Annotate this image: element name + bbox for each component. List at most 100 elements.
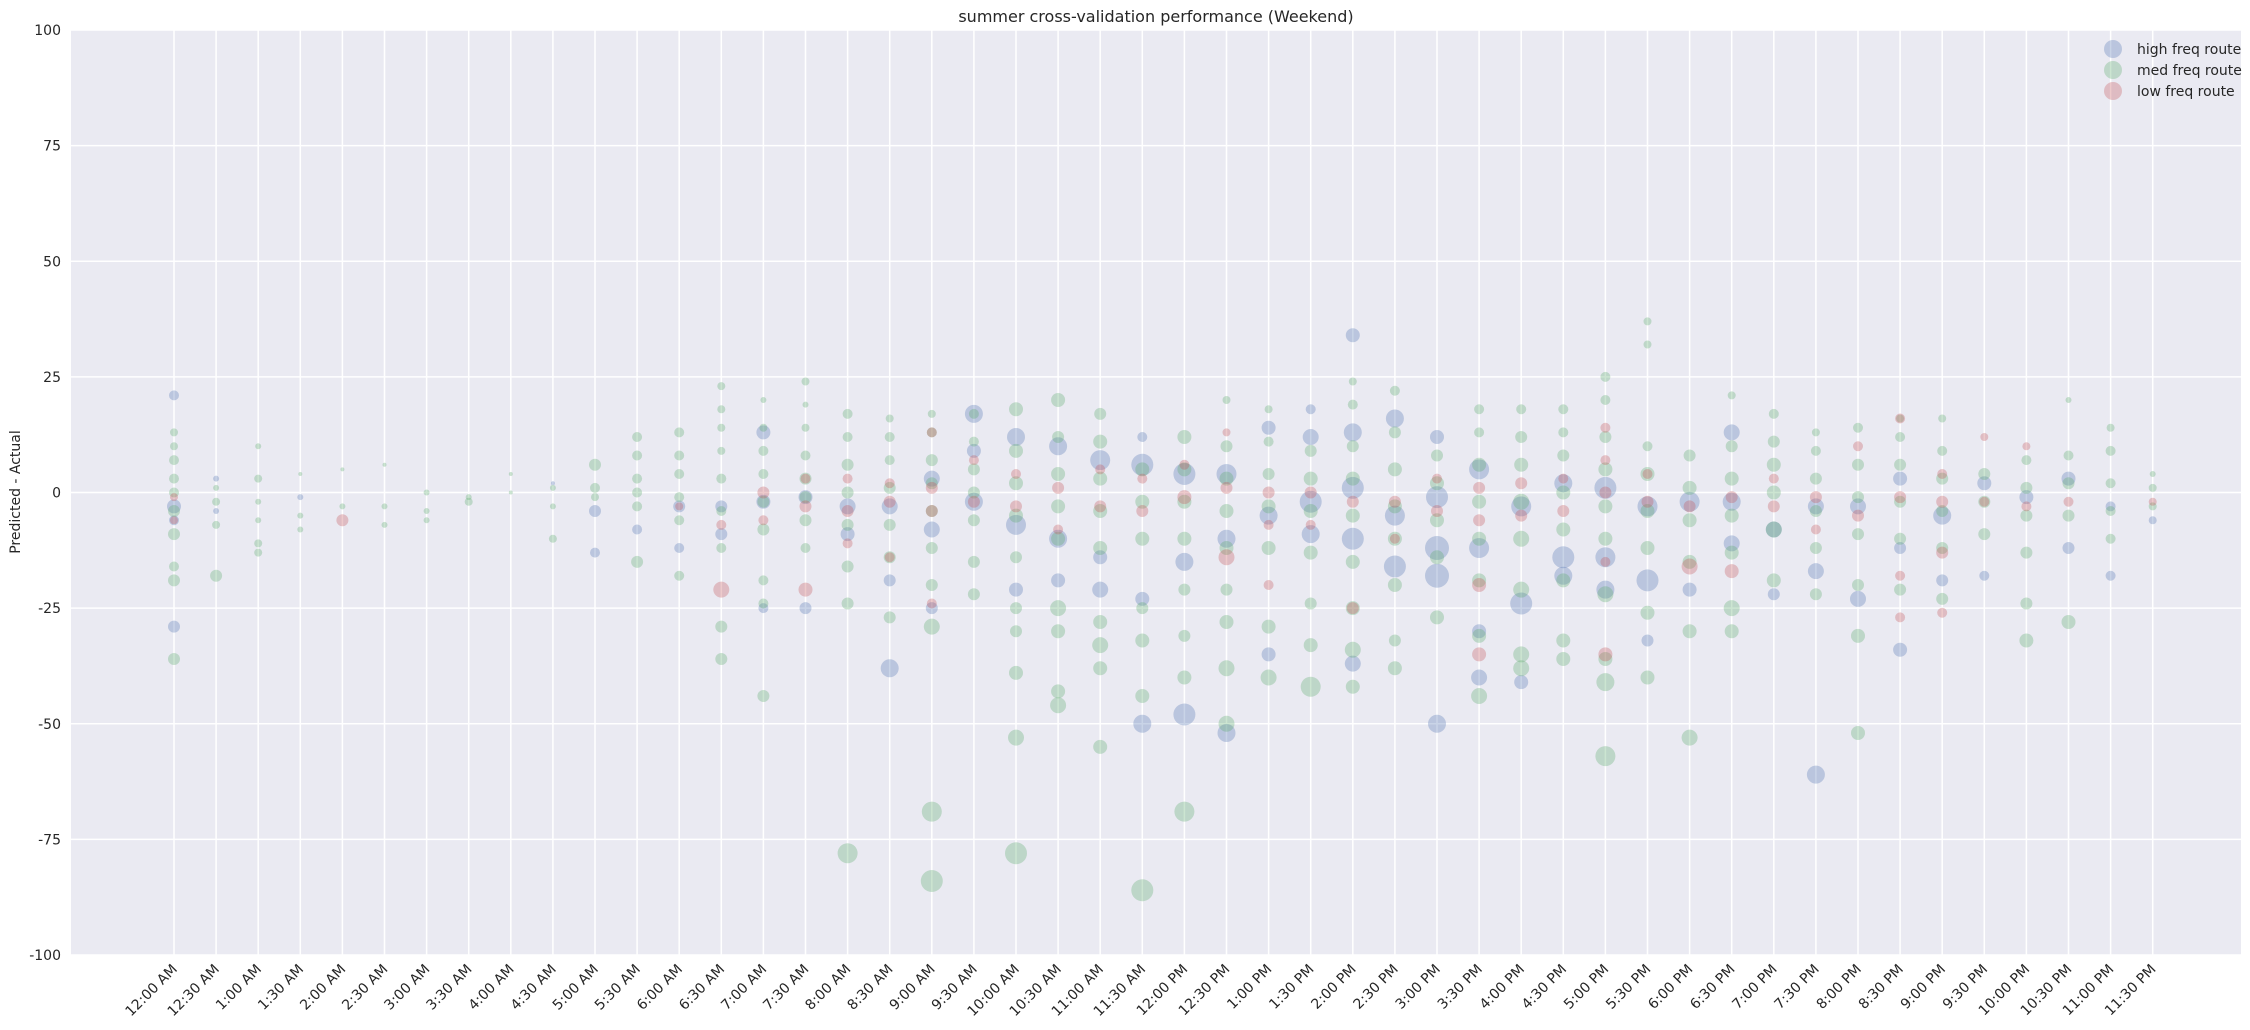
data-point [1222,396,1231,404]
x-tick-label: 9:00 PM [1898,962,1949,1013]
data-point [1599,486,1612,499]
data-point [799,514,812,527]
data-point [1806,765,1825,784]
data-point [2106,423,2115,432]
data-point [1426,486,1448,509]
x-tick-label: 1:30 PM [1266,962,1317,1013]
data-point [2021,501,2032,512]
data-point [382,462,387,467]
data-point [2062,477,2075,490]
data-point [920,870,943,892]
x-tick-label: 6:00 AM [634,962,686,1014]
data-point [883,611,896,624]
data-point [1515,431,1528,443]
data-point [1136,505,1149,517]
data-point [1303,504,1318,518]
data-point [798,490,813,505]
data-point [1011,469,1021,479]
data-point [2062,509,2075,522]
data-point [1135,531,1150,546]
data-point [925,454,938,467]
data-point [339,503,346,510]
data-point [1218,660,1235,677]
data-point [1220,583,1233,596]
data-point [1723,600,1740,617]
data-point [213,508,220,514]
data-point [967,463,980,476]
data-point [169,561,179,572]
data-point [1636,569,1659,592]
data-point [1388,426,1401,439]
data-point [1052,431,1065,443]
data-point [1724,471,1739,486]
data-point [1430,430,1444,444]
data-point [212,520,221,529]
data-point [1009,665,1023,680]
data-point [717,405,726,414]
data-point [1387,499,1402,514]
data-point [1556,652,1571,666]
data-point [1218,715,1235,732]
data-point [1937,607,1948,618]
data-point [1430,610,1444,625]
data-point [1516,404,1527,415]
data-point [841,518,854,531]
data-point [2148,497,2157,506]
data-point [1430,550,1444,565]
data-point [589,505,601,517]
data-point [1093,661,1108,676]
data-point [1173,703,1196,726]
data-point [1936,574,1949,587]
data-point [1299,490,1322,513]
data-point [885,414,894,423]
data-point [1852,491,1864,504]
data-point [1556,522,1571,537]
data-point [1556,573,1571,588]
data-point [170,493,178,502]
data-point [2105,478,2116,489]
data-point [926,598,937,609]
data-point [1851,628,1865,643]
data-point [1640,541,1655,555]
data-point [1469,538,1490,558]
data-point [169,390,179,401]
data-point [1093,550,1108,565]
data-point [880,659,899,678]
data-point [1980,433,1989,441]
data-point [170,442,178,451]
x-tick-label: 5:30 PM [1603,962,1654,1013]
data-point [1430,513,1444,528]
data-point [423,517,430,524]
data-point [1683,449,1696,462]
data-point [1222,428,1231,437]
data-point [170,516,178,525]
data-point [590,482,600,493]
data-point [213,484,220,491]
data-point [1640,467,1655,481]
data-point [168,528,180,541]
data-point [800,543,811,553]
data-point [1978,528,1991,541]
data-point [1344,655,1361,672]
x-tick-label: 8:30 PM [1856,962,1907,1013]
data-point [758,598,769,609]
data-point [1554,474,1573,493]
legend-marker [2104,82,2122,100]
data-point [381,521,388,528]
data-point [2020,597,2033,610]
series-med-freq-route [168,317,2157,902]
data-point [1049,529,1068,548]
data-point [1723,424,1740,441]
data-point [1936,505,1949,517]
data-point [1727,391,1736,400]
data-point [1094,500,1107,513]
data-point [1005,842,1027,865]
data-point [1305,519,1316,530]
data-point [1220,440,1233,453]
data-point [1682,554,1697,569]
data-point [1852,458,1864,471]
data-point [1387,578,1402,592]
data-point [839,498,856,515]
x-tick-label: 9:00 AM [887,962,939,1014]
data-point [1093,434,1108,449]
